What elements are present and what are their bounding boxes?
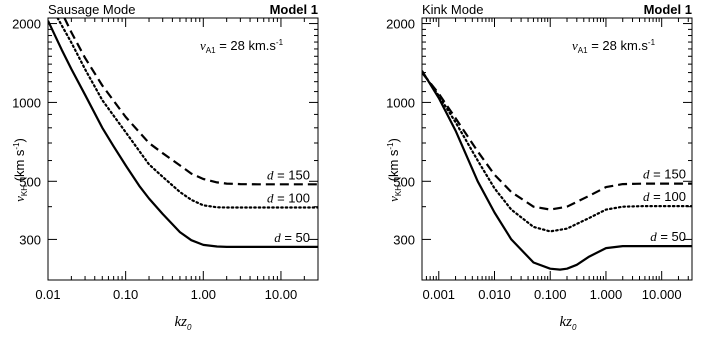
series-label: d = 150 <box>643 167 686 182</box>
plot-frame <box>47 17 319 281</box>
plot-frame <box>421 17 693 281</box>
panel-kink: Kink Mode Model 1 vA1 = 28 km.s-1 vKH (k… <box>386 2 692 332</box>
panel-title-left: Sausage Mode <box>48 2 135 17</box>
series-line <box>63 18 318 186</box>
model-label: Model 1 <box>644 2 692 17</box>
x-axis-label: kz0 <box>175 314 193 332</box>
x-tick-label: 0.10 <box>113 287 138 302</box>
series-line <box>48 20 318 248</box>
y-axis-label: vKH (km s-1) <box>12 138 29 202</box>
series-label: d = 50 <box>274 230 310 245</box>
y-axis-label: vKH (km s-1) <box>386 138 403 202</box>
y-tick-label: 1000 <box>12 95 41 110</box>
x-tick-label: 0.100 <box>534 287 567 302</box>
alfven-annotation: vA1 = 28 km.s-1 <box>200 38 284 55</box>
panel-title-right: Kink Mode <box>422 2 483 17</box>
svg-text:vKH (km s-1): vKH (km s-1) <box>12 138 29 202</box>
y-tick-label: 300 <box>393 232 415 247</box>
series-line <box>422 70 692 271</box>
y-tick-label: 300 <box>19 232 41 247</box>
series-label: d = 100 <box>643 189 686 204</box>
panel-sausage: Sausage Mode Model 1 vA1 = 28 km.s-1 vKH… <box>12 2 318 332</box>
y-tick-label: 2000 <box>386 17 415 32</box>
x-tick-label: 1.00 <box>191 287 216 302</box>
x-tick-label: 0.001 <box>423 287 456 302</box>
series-label: d = 50 <box>650 229 686 244</box>
x-tick-label: 1.000 <box>590 287 623 302</box>
y-tick-label: 500 <box>393 174 415 189</box>
y-tick-label: 2000 <box>12 17 41 32</box>
plot-area-0: 0.01 0.10 1.00 10.00 300 500 1000 2000 d = 150 d … <box>12 17 319 302</box>
series-line <box>422 70 692 233</box>
x-tick-label: 10.000 <box>642 287 682 302</box>
x-tick-label: 10.00 <box>265 287 298 302</box>
model-label: Model 1 <box>270 2 318 17</box>
alfven-annotation: vA1 = 28 km.s-1 <box>572 38 656 55</box>
series-line <box>422 71 692 211</box>
series-label: d = 150 <box>267 167 310 182</box>
plot-area-1: 0.001 0.010 0.100 1.000 10.000 300 500 1000 2000… <box>386 17 693 302</box>
y-tick-label: 1000 <box>386 95 415 110</box>
svg-text:vKH (km s-1): vKH (km s-1) <box>386 138 403 202</box>
y-tick-label: 500 <box>19 174 41 189</box>
x-axis-label: kz0 <box>560 314 578 332</box>
series-line <box>56 18 318 209</box>
x-tick-label: 0.01 <box>35 287 60 302</box>
series-label: d = 100 <box>267 191 310 206</box>
x-tick-label: 0.010 <box>478 287 511 302</box>
